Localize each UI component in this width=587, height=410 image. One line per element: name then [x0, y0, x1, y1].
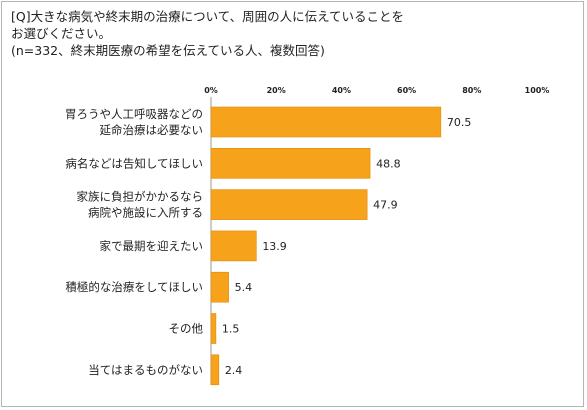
bar-value-label: 48.8: [376, 157, 401, 170]
question-line-2: お選びください。: [11, 26, 112, 41]
x-tick-label: 40%: [332, 86, 351, 95]
bar: [210, 106, 442, 138]
bar: [210, 148, 371, 179]
bar: [210, 313, 217, 344]
category-label: 当てはまるものがない: [88, 363, 203, 377]
question-line-3: (n=332、終末期医療の希望を伝えている人、複数回答): [11, 43, 325, 58]
question-text: [Q]大きな病気や終末期の治療について、周囲の人に伝えていることを お選びくださ…: [11, 8, 571, 59]
category-label: 胃ろうや人工呼吸器などの: [65, 107, 203, 121]
category-label: 積極的な治療をしてほしい: [65, 280, 203, 294]
category-label: 病院や施設に入所する: [88, 206, 203, 220]
bar-value-label: 47.9: [373, 199, 398, 212]
x-tick-label: 20%: [267, 86, 286, 95]
category-label: 延命治療は必要ない: [100, 123, 204, 137]
bar-value-label: 1.5: [222, 323, 240, 336]
bar: [210, 271, 229, 303]
bar: [210, 354, 220, 386]
x-tick-label: 100%: [525, 86, 550, 95]
x-tick-label: 60%: [397, 86, 416, 95]
x-tick-label: 80%: [462, 86, 481, 95]
category-label: 家で最期を迎えたい: [100, 239, 204, 253]
bar: [210, 189, 368, 220]
bar-value-label: 13.9: [262, 240, 287, 253]
question-line-1: [Q]大きな病気や終末期の治療について、周囲の人に伝えていることを: [11, 9, 404, 24]
x-tick-label: 0%: [204, 86, 218, 95]
bar: [210, 230, 257, 262]
bar-value-label: 2.4: [225, 364, 243, 377]
category-label: その他: [169, 322, 204, 336]
category-label: 病名などは告知してほしい: [65, 156, 203, 170]
category-label: 家族に負担がかかるなら: [77, 190, 204, 204]
bar-value-label: 70.5: [447, 116, 472, 129]
bar-value-label: 5.4: [235, 281, 253, 294]
